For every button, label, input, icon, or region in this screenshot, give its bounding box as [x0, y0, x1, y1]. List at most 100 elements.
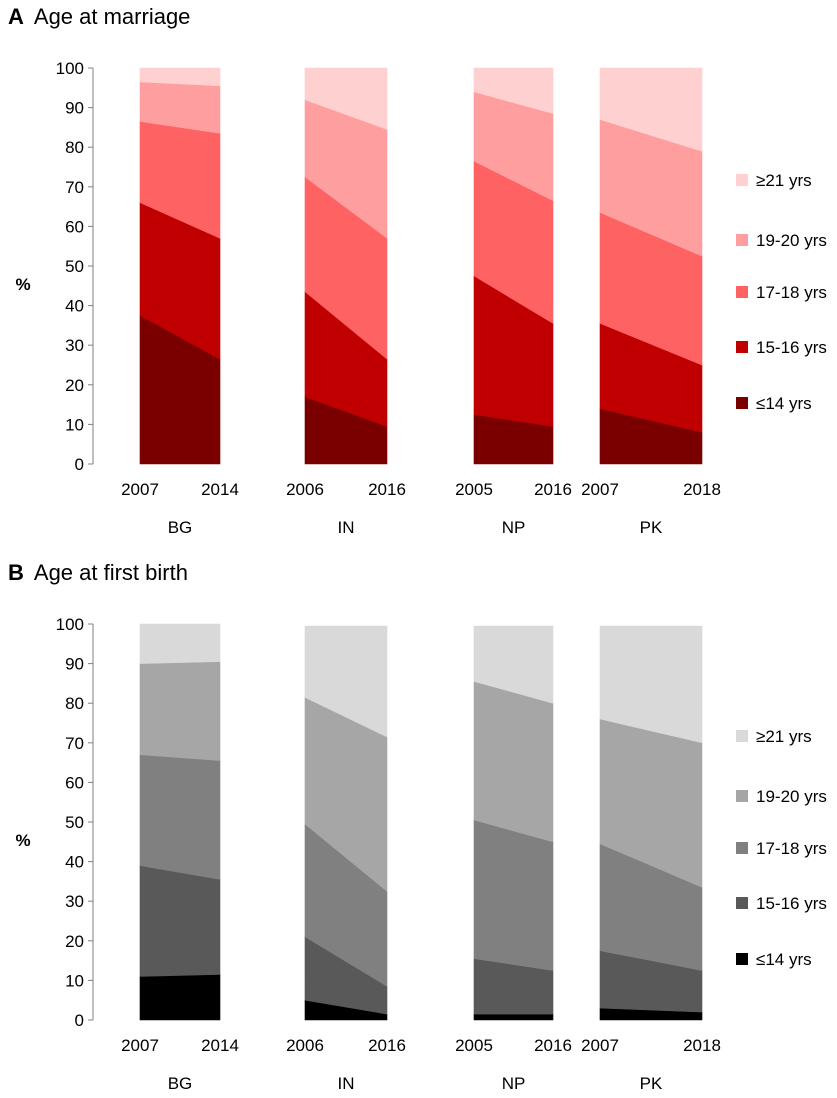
y-tick-label: 40: [65, 853, 84, 872]
country-group-pk: 2007 2018 PK: [581, 67, 721, 537]
x-tick-label: 2007: [121, 1036, 159, 1055]
y-tick-label: 30: [65, 336, 84, 355]
y-tick-label: 100: [56, 59, 84, 78]
country-group-bg: 2007 2014 BG: [121, 67, 239, 537]
legend-label: 17-18 yrs: [756, 283, 827, 302]
area-segment-bg-5: [139, 67, 221, 87]
legend-swatch: [736, 953, 748, 965]
chart-title: Age at first birth: [33, 560, 188, 585]
y-tick-label: 20: [65, 376, 84, 395]
legend-label: 15-16 yrs: [756, 894, 827, 913]
y-tick-label: 90: [65, 99, 84, 118]
x-tick-label: 2007: [581, 1036, 619, 1055]
country-group-bg: 2007 2014 BG: [121, 623, 239, 1093]
country-label: PK: [640, 1074, 663, 1093]
legend-label: 17-18 yrs: [756, 839, 827, 858]
x-tick-label: 2016: [534, 480, 572, 499]
legend-swatch: [736, 730, 748, 742]
country-label: NP: [502, 518, 526, 537]
y-tick-label: 40: [65, 297, 84, 316]
x-tick-label: 2014: [201, 1036, 239, 1055]
y-axis-label: %: [15, 275, 30, 294]
chart-title: Age at marriage: [33, 4, 191, 29]
area-segment-in-5: [304, 67, 388, 130]
x-tick-label: 2005: [455, 480, 493, 499]
country-group-pk: 2007 2018 PK: [581, 625, 721, 1093]
area-segment-bg-4: [139, 661, 221, 761]
x-tick-label: 2018: [683, 1036, 721, 1055]
area-segment-np-5: [473, 625, 554, 704]
panel-age-at-marriage: A Age at marriage 0 10 20 30 40 50 60 70 80 90 100%…: [8, 4, 827, 537]
country-group-in: 2006 2016 IN: [286, 67, 406, 537]
legend-label: 19-20 yrs: [756, 787, 827, 806]
x-tick-label: 2014: [201, 480, 239, 499]
country-label: IN: [338, 1074, 355, 1093]
first-birth-age-chart: 0 10 20 30 40 50 60 70 80 90 100% 2007 2014 BG 2006 201…: [15, 615, 827, 1093]
panel-title: A Age at marriage: [8, 4, 190, 30]
legend-swatch: [736, 790, 748, 802]
legend: ≥21 yrs 19-20 yrs 17-18 yrs 15-16 yrs ≤14 yr…: [736, 727, 827, 969]
y-tick-label: 100: [56, 615, 84, 634]
x-tick-label: 2005: [455, 1036, 493, 1055]
y-tick-label: 20: [65, 932, 84, 951]
legend-swatch: [736, 341, 748, 353]
y-tick-label: 80: [65, 694, 84, 713]
country-label: BG: [168, 518, 193, 537]
country-label: PK: [640, 518, 663, 537]
y-tick-label: 30: [65, 892, 84, 911]
area-segment-bg-5: [139, 623, 221, 664]
panel-letter: B: [8, 560, 24, 585]
x-tick-label: 2006: [286, 480, 324, 499]
legend-swatch: [736, 174, 748, 186]
y-tick-label: 10: [65, 971, 84, 990]
y-tick-label: 0: [75, 1011, 84, 1030]
area-segment-np-5: [473, 67, 554, 114]
x-tick-label: 2018: [683, 480, 721, 499]
panel-age-at-first-birth: B Age at first birth 0 10 20 30 40 50 60 70 80 90 1…: [0, 556, 837, 1098]
area-segment-pk-5: [599, 67, 703, 152]
country-label: NP: [502, 1074, 526, 1093]
marriage-age-chart: 0 10 20 30 40 50 60 70 80 90 100% 2007 2014 BG 2006 201…: [15, 59, 827, 537]
x-tick-label: 2016: [368, 480, 406, 499]
legend-label: ≥21 yrs: [756, 727, 812, 746]
country-group-in: 2006 2016 IN: [286, 625, 406, 1093]
x-tick-label: 2016: [534, 1036, 572, 1055]
area-segment-np-4: [473, 681, 554, 843]
area-segment-bg-3: [139, 754, 221, 880]
country-group-np: 2005 2016 NP: [455, 67, 572, 537]
area-segment-np-1: [473, 1013, 554, 1021]
x-tick-label: 2007: [121, 480, 159, 499]
x-tick-label: 2006: [286, 1036, 324, 1055]
y-tick-label: 90: [65, 655, 84, 674]
y-tick-label: 70: [65, 734, 84, 753]
country-group-np: 2005 2016 NP: [455, 625, 572, 1093]
panel-letter: A: [8, 4, 24, 29]
x-tick-label: 2007: [581, 480, 619, 499]
legend-label: ≤14 yrs: [756, 394, 812, 413]
area-segment-np-3: [473, 819, 554, 971]
y-tick-label: 60: [65, 773, 84, 792]
x-tick-label: 2016: [368, 1036, 406, 1055]
y-tick-label: 60: [65, 217, 84, 236]
y-tick-label: 50: [65, 257, 84, 276]
y-tick-label: 80: [65, 138, 84, 157]
y-tick-label: 50: [65, 813, 84, 832]
area-segment-pk-5: [599, 625, 703, 744]
y-tick-label: 70: [65, 178, 84, 197]
y-tick-label: 0: [75, 455, 84, 474]
area-segment-bg-2: [139, 865, 221, 977]
legend: ≥21 yrs 19-20 yrs 17-18 yrs 15-16 yrs ≤14 yr…: [736, 171, 827, 413]
legend-swatch: [736, 397, 748, 409]
area-segment-bg-1: [139, 974, 221, 1021]
legend-swatch: [736, 897, 748, 909]
legend-swatch: [736, 842, 748, 854]
legend-swatch: [736, 234, 748, 246]
legend-label: ≥21 yrs: [756, 171, 812, 190]
y-axis-label: %: [15, 831, 30, 850]
area-segment-in-5: [304, 625, 388, 738]
country-label: BG: [168, 1074, 193, 1093]
legend-label: ≤14 yrs: [756, 950, 812, 969]
legend-swatch: [736, 286, 748, 298]
country-label: IN: [338, 518, 355, 537]
y-tick-label: 10: [65, 415, 84, 434]
